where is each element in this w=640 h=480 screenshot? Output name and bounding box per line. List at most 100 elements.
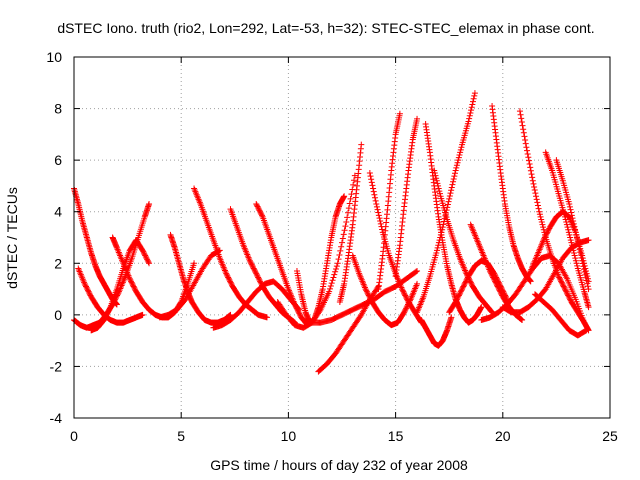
data-point [414, 268, 421, 275]
data-point [566, 203, 573, 210]
data-point [450, 178, 457, 185]
data-point [342, 223, 349, 230]
data-point [530, 180, 537, 187]
data-point [144, 257, 151, 264]
data-point [255, 275, 262, 282]
data-point [296, 311, 303, 318]
data-point [348, 191, 355, 198]
y-tick-label: -2 [50, 358, 63, 374]
data-point [536, 211, 543, 218]
data-point [571, 223, 578, 230]
data-point [334, 260, 341, 267]
data-point [437, 234, 444, 241]
data-point [81, 280, 88, 287]
data-point [436, 188, 443, 195]
data-point [377, 220, 384, 227]
data-point [518, 115, 525, 122]
data-point [566, 231, 573, 238]
data-point [250, 265, 257, 272]
data-point [537, 213, 544, 220]
data-point [258, 211, 265, 218]
data-point [517, 315, 524, 322]
data-point [459, 284, 466, 291]
data-point [84, 286, 91, 293]
data-point [556, 275, 563, 282]
data-point [527, 164, 534, 171]
data-point [343, 219, 350, 226]
data-point [495, 286, 502, 293]
data-point [248, 260, 255, 267]
data-point [255, 206, 262, 213]
data-point [372, 197, 379, 204]
data-point [400, 289, 407, 296]
data-point [216, 247, 223, 254]
data-point [543, 230, 550, 237]
data-point [561, 213, 568, 220]
data-series [349, 252, 421, 329]
data-point [567, 237, 574, 244]
data-point [128, 278, 135, 285]
data-point [456, 291, 463, 298]
data-point [451, 170, 458, 177]
data-point [555, 273, 562, 280]
data-point [370, 185, 377, 192]
data-point [580, 263, 587, 270]
data-point [519, 317, 526, 324]
data-point [518, 316, 525, 323]
data-point [223, 271, 230, 278]
data-point [130, 283, 137, 290]
x-tick-label: 15 [388, 428, 404, 444]
data-point [440, 221, 447, 228]
data-point [565, 226, 572, 233]
data-point [291, 301, 298, 308]
data-point [468, 107, 475, 114]
data-point [146, 260, 153, 267]
data-point [559, 280, 566, 287]
data-point [450, 175, 457, 182]
data-point [494, 283, 501, 290]
data-point [572, 255, 579, 262]
data-point [463, 277, 470, 284]
data-point [369, 182, 376, 189]
data-point [377, 217, 384, 224]
data-point [494, 282, 501, 289]
data-point [365, 292, 372, 299]
data-point [534, 202, 541, 209]
data-point [572, 229, 579, 236]
y-tick-label: 2 [54, 255, 62, 271]
data-point [570, 220, 577, 227]
data-point [455, 154, 462, 161]
data-point [540, 237, 547, 244]
data-point [141, 251, 148, 258]
data-point [444, 204, 451, 211]
y-axis-label: dSTEC / TECUs [4, 187, 20, 289]
data-point [539, 221, 546, 228]
data-point [492, 279, 499, 286]
data-point [249, 262, 256, 269]
data-point [534, 199, 541, 206]
data-point [326, 285, 333, 292]
data-point [556, 274, 563, 281]
data-point [399, 287, 406, 294]
data-point [533, 193, 540, 200]
data-point [518, 118, 525, 125]
data-point [371, 191, 378, 198]
data-point [332, 268, 339, 275]
data-point [570, 217, 577, 224]
data-point [227, 311, 234, 318]
data-series [71, 185, 120, 308]
data-point [573, 260, 580, 267]
data-point [368, 176, 375, 183]
data-point [535, 205, 542, 212]
data-point [340, 231, 347, 238]
data-point [538, 219, 545, 226]
data-point [574, 237, 581, 244]
y-tick-label: 0 [54, 307, 62, 323]
data-point [566, 200, 573, 207]
data-point [460, 283, 467, 290]
data-point [519, 122, 526, 129]
data-point [572, 226, 579, 233]
data-point [448, 184, 455, 191]
data-point [540, 224, 547, 231]
